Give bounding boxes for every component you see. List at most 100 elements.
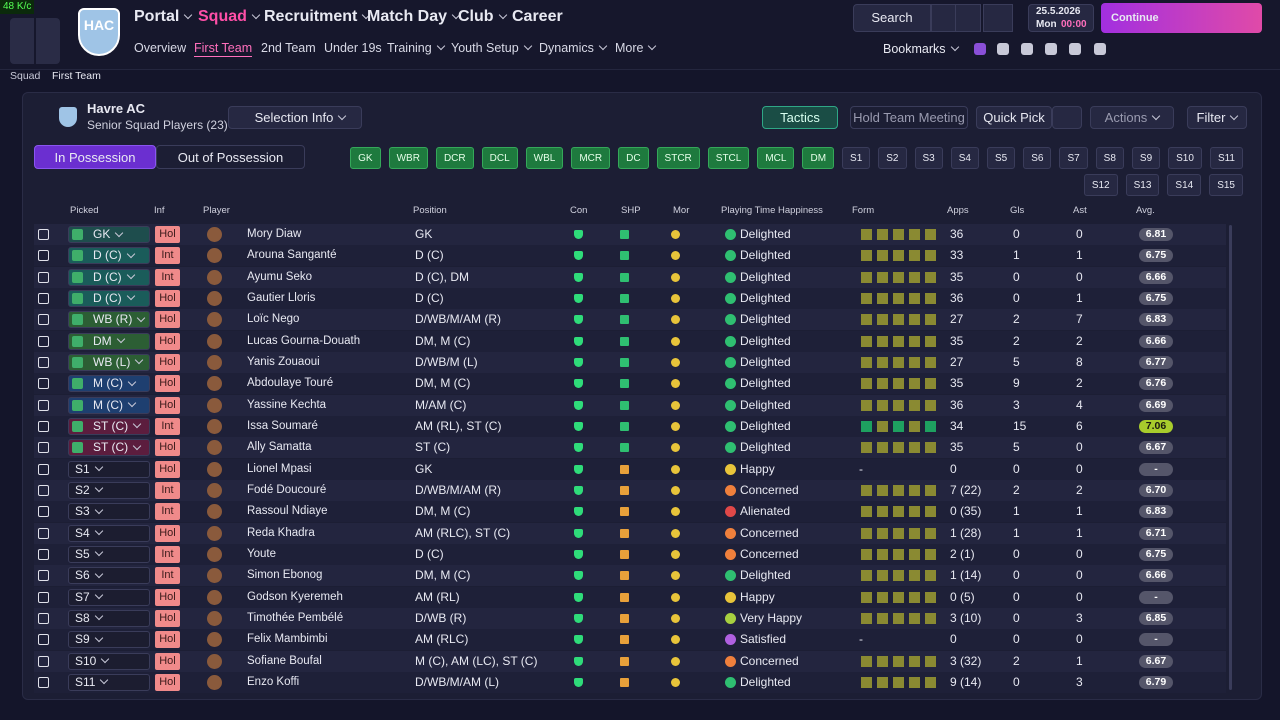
player-name[interactable]: Fodé Doucouré xyxy=(247,483,327,496)
squad-row[interactable]: S3 Int Rassoul Ndiaye DM, M (C) Alienated 0 (… xyxy=(34,501,1226,523)
bookmarks[interactable]: Bookmarks xyxy=(883,41,958,57)
subnav-item[interactable]: Dynamics xyxy=(539,39,606,57)
player-name[interactable]: Lucas Gourna-Douath xyxy=(247,334,361,347)
squad-row[interactable]: S2 Int Fodé Doucouré D/WB/M/AM (R) Concerned… xyxy=(34,479,1226,501)
select-checkbox[interactable] xyxy=(38,314,49,326)
select-checkbox[interactable] xyxy=(38,399,49,411)
select-checkbox[interactable] xyxy=(38,612,49,624)
subnav-item[interactable]: First Team xyxy=(194,39,253,57)
sub-chip[interactable]: S7 xyxy=(1059,147,1088,169)
nav-item[interactable]: Career xyxy=(512,8,563,25)
toolbar-icon[interactable] xyxy=(931,4,957,32)
select-checkbox[interactable] xyxy=(38,634,49,646)
player-name[interactable]: Loïc Nego xyxy=(247,313,300,326)
nav-item[interactable]: Portal xyxy=(134,7,191,27)
picked-selector[interactable]: S1 xyxy=(68,460,150,478)
select-checkbox[interactable] xyxy=(38,420,49,432)
select-checkbox[interactable] xyxy=(38,292,49,304)
select-checkbox[interactable] xyxy=(38,271,49,283)
position-chip[interactable]: STCL xyxy=(707,147,750,169)
sub-chip[interactable]: S9 xyxy=(1131,147,1161,169)
filter-button[interactable]: Filter xyxy=(1187,106,1247,129)
squad-row[interactable]: S11 Hol Enzo Koffi D/WB/M/AM (L) Delighted 9 … xyxy=(34,671,1226,693)
position-chip[interactable]: MCL xyxy=(757,147,795,169)
sub-chip[interactable]: S4 xyxy=(950,147,979,169)
squad-row[interactable]: S8 Hol Timothée Pembélé D/WB (R) Very Happy 3… xyxy=(34,607,1226,629)
squad-row[interactable]: ST (C) Int Issa Soumaré AM (RL), ST (C) Deli… xyxy=(34,415,1226,437)
bookmark-icon[interactable] xyxy=(997,43,1009,55)
player-name[interactable]: Enzo Koffi xyxy=(247,675,300,688)
sub-chip[interactable]: S2 xyxy=(878,147,907,169)
quick-pick-menu[interactable] xyxy=(1052,106,1082,129)
column-header[interactable]: Mor xyxy=(673,205,690,216)
picked-selector[interactable]: S8 xyxy=(68,609,150,627)
player-name[interactable]: Godson Kyeremeh xyxy=(247,590,343,603)
player-name[interactable]: Mory Diaw xyxy=(247,228,302,240)
position-chip[interactable]: WBR xyxy=(388,147,428,169)
column-header[interactable]: SHP xyxy=(621,205,641,216)
column-header[interactable]: Position xyxy=(413,205,447,216)
squad-row[interactable]: M (C) Hol Abdoulaye Touré DM, M (C) Delighte… xyxy=(34,373,1226,395)
select-checkbox[interactable] xyxy=(38,250,49,262)
toolbar-icon[interactable] xyxy=(983,4,1013,32)
back-button[interactable] xyxy=(10,18,34,64)
squad-row[interactable]: D (C) Int Ayumu Seko D (C), DM Delighted 35 0 0… xyxy=(34,266,1226,288)
picked-selector[interactable]: D (C) xyxy=(68,268,150,286)
sub-chip[interactable]: S3 xyxy=(914,147,943,169)
picked-selector[interactable]: ST (C) xyxy=(68,439,150,457)
squad-row[interactable]: S4 Hol Reda Khadra AM (RLC), ST (C) Concerne… xyxy=(34,522,1226,544)
position-chip[interactable]: WBL xyxy=(525,147,564,169)
sub-chip[interactable]: S8 xyxy=(1095,147,1124,169)
picked-selector[interactable]: WB (L) xyxy=(68,353,150,371)
sub-chip[interactable]: S10 xyxy=(1168,147,1202,169)
picked-selector[interactable]: D (C) xyxy=(68,247,150,265)
player-name[interactable]: Reda Khadra xyxy=(247,526,315,539)
position-chip[interactable]: DCR xyxy=(435,147,474,169)
select-checkbox[interactable] xyxy=(38,676,49,688)
column-header[interactable]: Player xyxy=(203,205,230,216)
player-name[interactable]: Issa Soumaré xyxy=(247,419,318,432)
sub-chip[interactable]: S12 xyxy=(1083,174,1118,196)
tactics-button[interactable]: Tactics xyxy=(762,106,838,129)
squad-row[interactable]: D (C) Hol Gautier Lloris D (C) Delighted 36 0 1… xyxy=(34,287,1226,309)
picked-selector[interactable]: S4 xyxy=(68,524,150,542)
column-header[interactable]: Ast xyxy=(1073,205,1087,216)
column-header[interactable]: Form xyxy=(852,205,875,216)
select-checkbox[interactable] xyxy=(38,463,49,475)
picked-selector[interactable]: S3 xyxy=(68,503,150,521)
column-header[interactable]: Picked xyxy=(70,205,99,216)
player-name[interactable]: Sofiane Boufal xyxy=(247,654,322,667)
column-header[interactable]: Inf xyxy=(154,205,165,216)
subnav-item[interactable]: More xyxy=(615,39,655,57)
player-name[interactable]: Ayumu Seko xyxy=(247,270,312,283)
squad-row[interactable]: WB (R) Hol Loïc Nego D/WB/M/AM (R) Delighted… xyxy=(34,309,1226,331)
player-name[interactable]: Ally Samatta xyxy=(247,441,312,454)
squad-row[interactable]: S10 Hol Sofiane Boufal M (C), AM (LC), ST (… xyxy=(34,650,1226,672)
picked-selector[interactable]: S2 xyxy=(68,481,150,499)
column-header[interactable]: Apps xyxy=(947,205,969,216)
select-checkbox[interactable] xyxy=(38,378,49,390)
subnav-item[interactable]: 2nd Team xyxy=(261,41,316,55)
nav-item[interactable]: Squad xyxy=(198,7,259,27)
sub-chip[interactable]: S14 xyxy=(1167,174,1202,196)
player-name[interactable]: Gautier Lloris xyxy=(247,291,316,304)
sub-chip[interactable]: S13 xyxy=(1125,174,1160,196)
picked-selector[interactable]: WB (R) xyxy=(68,311,150,329)
subnav-item[interactable]: Under 19s xyxy=(324,41,382,55)
picked-selector[interactable]: D (C) xyxy=(68,289,150,307)
sub-chip[interactable]: S15 xyxy=(1209,174,1243,196)
bookmark-icon[interactable] xyxy=(1094,43,1106,55)
player-name[interactable]: Arouna Sanganté xyxy=(247,249,337,262)
player-name[interactable]: Yanis Zouaoui xyxy=(247,355,320,368)
picked-selector[interactable]: GK xyxy=(68,226,150,243)
nav-item[interactable]: Recruitment xyxy=(264,7,369,27)
column-header[interactable]: Con xyxy=(570,205,588,216)
player-name[interactable]: Abdoulaye Touré xyxy=(247,377,334,390)
nav-item[interactable]: Match Day xyxy=(367,7,459,27)
select-checkbox[interactable] xyxy=(38,506,49,518)
subnav-item[interactable]: Training xyxy=(387,39,444,57)
breadcrumb[interactable]: Squad xyxy=(10,70,41,82)
select-checkbox[interactable] xyxy=(38,591,49,603)
player-name[interactable]: Rassoul Ndiaye xyxy=(247,505,328,518)
position-chip[interactable]: DCL xyxy=(481,147,518,169)
